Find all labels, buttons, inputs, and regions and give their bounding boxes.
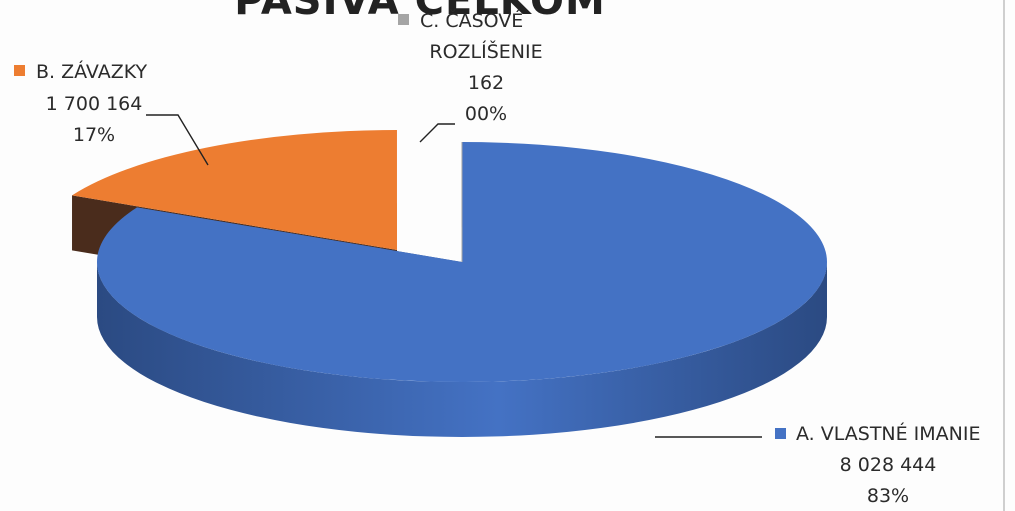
leader-line-b [146, 114, 209, 166]
legend-marker-c [398, 14, 409, 25]
chart-title: PASÍVA CELKOM [234, 0, 606, 24]
slice-label-percent-c: 00% [465, 103, 507, 125]
slice-label-value-a: 8 028 444 [840, 454, 937, 476]
slice-label-percent-a: 83% [867, 485, 909, 507]
pie-slice-b-z-vazky [72, 130, 398, 250]
slice-label-value-c: 162 [468, 72, 504, 94]
slice-label-value-b: 1 700 164 [46, 93, 143, 115]
leader-line-c [419, 123, 455, 143]
labels-group: A. VLASTNÉ IMANIE 8 028 444 83% B. ZÁVAZKY 1… [14, 8, 981, 507]
pie-slice-rim [97, 262, 827, 437]
slice-label-name-a: A. VLASTNÉ IMANIE [796, 422, 981, 445]
slice-label-name-b: B. ZÁVAZKY [36, 60, 147, 83]
slice-label-name-c-line1: C. ČASOVÉ [420, 8, 523, 32]
legend-marker-a [775, 428, 786, 439]
slice-label-percent-b: 17% [73, 124, 115, 146]
pie-group [72, 130, 827, 437]
page-edge-line [1003, 0, 1005, 511]
legend-marker-b [14, 65, 25, 76]
slice-label-name-c-line2: ROZLÍŠENIE [429, 39, 542, 63]
